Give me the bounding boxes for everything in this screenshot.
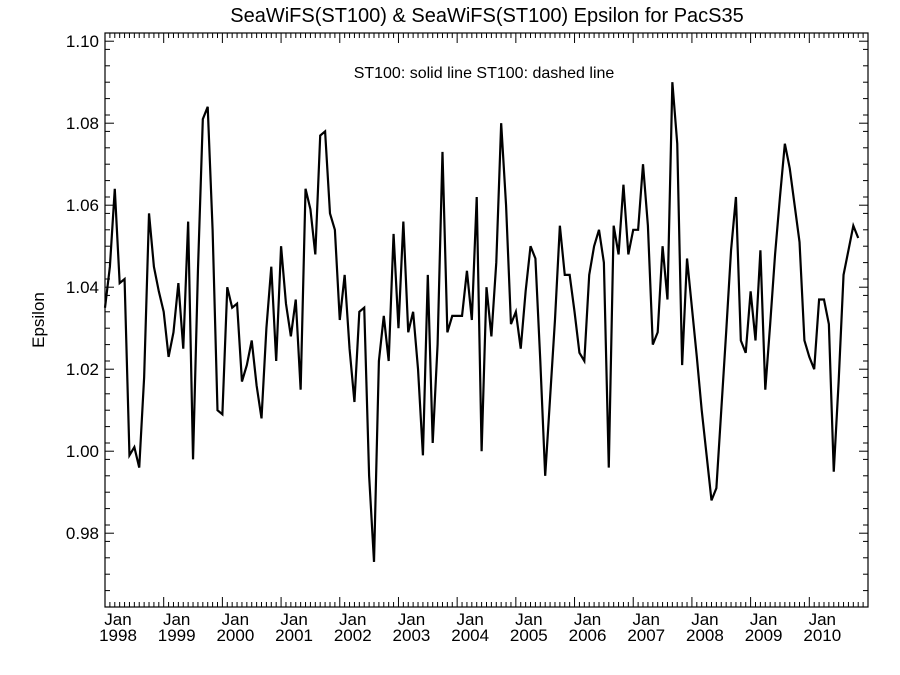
x-tick-year-label: 2000 — [216, 626, 254, 645]
chart-title: SeaWiFS(ST100) & SeaWiFS(ST100) Epsilon … — [230, 5, 744, 27]
y-tick-label: 1.00 — [66, 442, 99, 461]
x-tick-month-label: Jan — [398, 610, 425, 629]
x-tick-month-label: Jan — [104, 610, 131, 629]
y-tick-label: 1.08 — [66, 114, 99, 133]
x-tick-year-label: 1998 — [99, 626, 137, 645]
y-axis: 0.98 1.00 1.02 1.04 1.06 1.08 1.10 — [66, 32, 868, 592]
x-tick-year-label: 2007 — [627, 626, 665, 645]
y-axis-label: Epsilon — [29, 292, 48, 348]
x-tick-year-label: 2008 — [686, 626, 724, 645]
x-axis: Jan1998Jan1999Jan2000Jan2001Jan2002Jan20… — [99, 33, 869, 645]
x-tick-month-label: Jan — [339, 610, 366, 629]
y-tick-label: 1.10 — [66, 32, 99, 51]
x-tick-month-label: Jan — [163, 610, 190, 629]
x-tick-year-label: 2001 — [275, 626, 313, 645]
x-tick-month-label: Jan — [222, 610, 249, 629]
x-tick-month-label: Jan — [456, 610, 483, 629]
y-tick-label: 0.98 — [66, 524, 99, 543]
x-tick-month-label: Jan — [750, 610, 777, 629]
x-tick-year-label: 2003 — [393, 626, 431, 645]
x-tick-year-label: 2009 — [745, 626, 783, 645]
x-tick-year-label: 1999 — [158, 626, 196, 645]
x-tick-month-label: Jan — [574, 610, 601, 629]
y-tick-label: 1.06 — [66, 196, 99, 215]
y-tick-label: 1.02 — [66, 360, 99, 379]
x-tick-year-label: 2005 — [510, 626, 548, 645]
x-tick-year-label: 2004 — [451, 626, 489, 645]
x-tick-month-label: Jan — [691, 610, 718, 629]
legend-annotation: ST100: solid line ST100: dashed line — [354, 65, 615, 82]
x-tick-month-label: Jan — [280, 610, 307, 629]
x-tick-month-label: Jan — [633, 610, 660, 629]
y-tick-label: 1.04 — [66, 278, 99, 297]
x-tick-month-label: Jan — [809, 610, 836, 629]
x-tick-year-label: 2010 — [803, 626, 841, 645]
series-line — [103, 82, 860, 562]
x-tick-year-label: 2002 — [334, 626, 372, 645]
series-layer — [103, 82, 860, 562]
x-tick-year-label: 2006 — [569, 626, 607, 645]
x-tick-month-label: Jan — [515, 610, 542, 629]
